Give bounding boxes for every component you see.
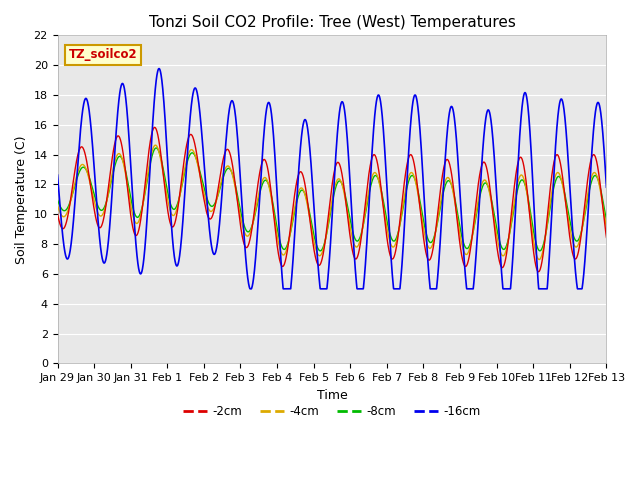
- Title: Tonzi Soil CO2 Profile: Tree (West) Temperatures: Tonzi Soil CO2 Profile: Tree (West) Temp…: [148, 15, 515, 30]
- X-axis label: Time: Time: [317, 389, 348, 402]
- Text: TZ_soilco2: TZ_soilco2: [68, 48, 137, 61]
- Legend: -2cm, -4cm, -8cm, -16cm: -2cm, -4cm, -8cm, -16cm: [179, 401, 486, 423]
- Y-axis label: Soil Temperature (C): Soil Temperature (C): [15, 135, 28, 264]
